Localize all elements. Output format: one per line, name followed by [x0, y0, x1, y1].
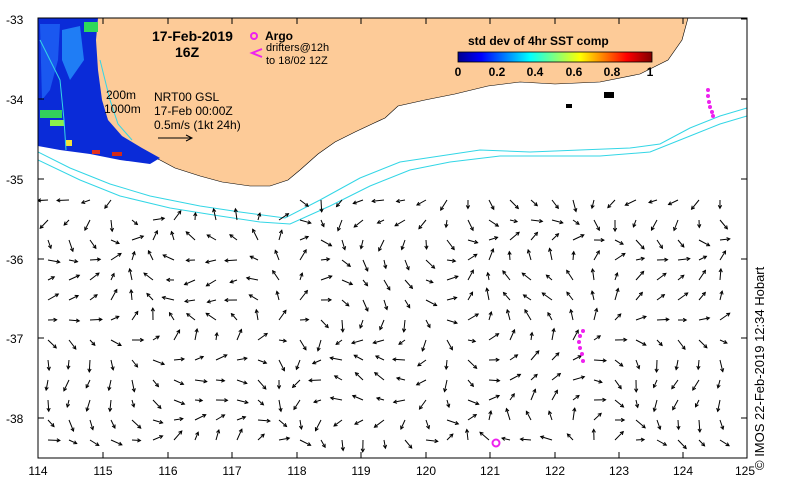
current-arrow: [542, 293, 552, 300]
lat-tick-label: -38: [6, 412, 24, 426]
current-arrow: [608, 200, 615, 208]
current-arrow: [678, 340, 685, 349]
lon-tick-label: 116: [158, 464, 177, 478]
drifter-track: [577, 329, 585, 363]
current-arrow: [355, 373, 363, 380]
current-arrow: [69, 340, 76, 349]
lon-tick-label: 118: [287, 464, 306, 478]
lat-tick-label: -36: [6, 253, 24, 267]
lat-tick-label: -34: [6, 93, 24, 107]
current-arrow: [657, 273, 666, 280]
current-arrow: [720, 313, 730, 320]
contour-label-200m: 200m: [106, 88, 136, 102]
argo-legend-label: Argo: [265, 29, 293, 43]
current-arrow: [522, 273, 531, 280]
current-arrow: [678, 440, 686, 448]
current-arrow: [374, 420, 384, 427]
island: [604, 92, 614, 98]
lat-tick-label: -37: [6, 332, 24, 346]
current-arrow: [615, 432, 623, 440]
current-arrow: [258, 380, 266, 389]
current-arrow: [111, 254, 121, 260]
current-arrow: [405, 440, 412, 448]
current-arrow: [48, 340, 56, 348]
current-arrow: [174, 431, 182, 440]
current-arrow: [699, 270, 705, 280]
colorbar-title: std dev of 4hr SST comp: [468, 34, 609, 48]
map-date: 17-Feb-2019: [152, 28, 233, 44]
current-vectors: [38, 199, 730, 452]
colorbar-tick: 0.6: [566, 65, 583, 79]
colorbar-tick: 1: [647, 65, 654, 79]
current-arrow: [405, 280, 412, 288]
current-arrow: [300, 291, 307, 300]
current-arrow: [636, 240, 644, 249]
current-arrow: [309, 380, 321, 381]
current-arrow: [186, 232, 195, 240]
lon-tick-label: 122: [545, 464, 565, 478]
current-arrow: [354, 220, 363, 227]
current-arrow: [293, 380, 300, 387]
current-arrow: [510, 232, 519, 240]
current-arrow: [692, 200, 699, 209]
current-arrow: [615, 400, 624, 407]
current-arrow: [132, 420, 141, 428]
lon-tick-label: 115: [93, 464, 112, 478]
current-arrow: [419, 220, 426, 229]
current-arrow: [174, 211, 181, 220]
current-arrow: [636, 420, 645, 428]
contour-label-1000m: 1000m: [104, 102, 141, 116]
lat-tick-label: -33: [6, 13, 24, 27]
island: [566, 104, 572, 108]
current-arrow: [699, 340, 707, 348]
current-arrow: [279, 310, 286, 320]
product-time: 17-Feb 00:00Z: [154, 104, 233, 118]
lon-tick-label: 124: [673, 464, 693, 478]
current-arrow: [419, 400, 426, 409]
lat-tick-label: -35: [6, 173, 24, 187]
colorbar-tick: 0.8: [604, 65, 621, 79]
vector-scale-label: 0.5m/s (1kt 24h): [154, 118, 241, 132]
colorbar-tick: 0.4: [527, 65, 544, 79]
current-arrow: [447, 240, 454, 250]
lon-tick-label: 119: [351, 464, 370, 478]
map-hour: 16Z: [175, 44, 200, 60]
current-arrow: [480, 432, 489, 440]
current-arrow: [206, 313, 216, 320]
drifters-label: to 18/02 12Z: [266, 55, 328, 67]
lon-tick-label: 114: [28, 464, 47, 478]
lon-tick-label: 120: [416, 464, 436, 478]
current-arrow: [531, 351, 539, 360]
colorbar: [458, 52, 652, 62]
current-arrow: [321, 320, 328, 328]
current-arrow: [636, 271, 644, 280]
current-arrow: [90, 273, 99, 280]
current-arrow: [678, 293, 688, 300]
current-arrow: [615, 253, 625, 260]
current-arrow: [552, 353, 559, 360]
current-arrow: [503, 271, 510, 280]
lon-tick-label: 121: [480, 464, 500, 478]
drifter-track: [706, 88, 715, 118]
lon-tick-label: 117: [222, 464, 241, 478]
drifters-label: drifters@12h: [266, 42, 329, 54]
current-arrow: [510, 200, 518, 208]
current-arrow: [153, 400, 161, 408]
colorbar-tick: 0: [455, 65, 462, 79]
current-arrow: [426, 260, 435, 268]
current-arrow: [720, 220, 727, 229]
copyright-credit: © IMOS 22-Feb-2019 12:34 Hobart: [752, 150, 767, 470]
colorbar-tick: 0.2: [489, 65, 506, 79]
current-arrow: [594, 413, 601, 420]
current-arrow: [144, 273, 153, 280]
product-name: NRT00 GSL: [154, 90, 219, 104]
lon-tick-label: 123: [609, 464, 629, 478]
current-arrow: [375, 373, 384, 380]
current-arrow: [258, 334, 267, 340]
argo-float-marker: [493, 440, 500, 447]
current-arrow: [40, 220, 48, 228]
current-arrow: [468, 360, 477, 368]
